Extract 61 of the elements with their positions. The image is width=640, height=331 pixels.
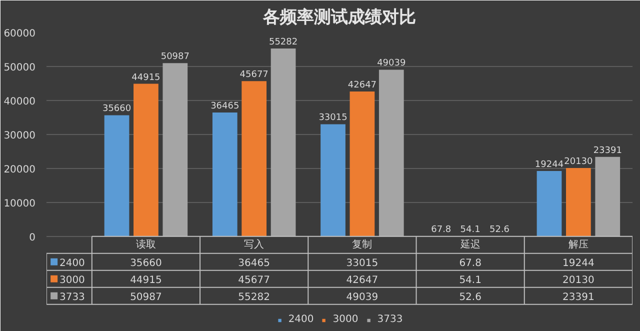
annotation: 35660 <box>102 104 132 114</box>
bar <box>270 48 296 236</box>
y-tick-label: 20000 <box>4 164 36 176</box>
bar <box>536 170 562 236</box>
data-label: 49039 <box>346 292 378 303</box>
bar <box>350 91 375 236</box>
data-label: 67.8 <box>459 258 482 269</box>
x-tick-label: 写入 <box>244 238 264 250</box>
x-tick-label: 读取 <box>136 238 156 250</box>
x-tick-label: 复制 <box>352 238 372 250</box>
legend-label: 3000 <box>59 274 85 286</box>
annotation: 33015 <box>318 113 348 124</box>
annotation: 42647 <box>348 80 377 90</box>
annotation: 55282 <box>268 38 298 48</box>
x-tick-label: 解压 <box>568 239 588 250</box>
text: 3733 <box>59 292 85 303</box>
data-label: 55282 <box>238 292 270 303</box>
y-tick-label: 40000 <box>4 96 36 108</box>
y-tick-label: 60000 <box>4 28 36 40</box>
annotation: 54.1 <box>460 225 480 236</box>
annotation: 36465 <box>210 101 240 112</box>
text: 2400 <box>288 314 314 325</box>
annotation: 23391 <box>593 146 622 156</box>
annotation: 49039 <box>377 58 406 69</box>
data-label: 35660 <box>130 258 162 269</box>
data-label: 52.6 <box>459 292 482 303</box>
annotation: 45677 <box>240 70 268 80</box>
legend-label: 3733 <box>377 314 403 325</box>
data-label: 42647 <box>346 274 378 286</box>
data-label: 20130 <box>562 274 594 286</box>
y-tick-label: 30000 <box>4 130 36 142</box>
y-tick-label: 0 <box>29 232 36 244</box>
data-label: 36465 <box>238 258 270 269</box>
bar <box>134 84 158 236</box>
bar <box>162 63 188 236</box>
bar <box>320 124 346 236</box>
chart-title: 各频率测试成绩对比 <box>262 8 416 28</box>
x-tick-label: 延迟 <box>459 238 480 250</box>
bar <box>566 168 591 236</box>
y-tick-label: 50000 <box>4 62 36 74</box>
annotation: 50987 <box>160 52 190 62</box>
annotation: 52.6 <box>489 225 510 236</box>
data-label: 54.1 <box>459 274 482 286</box>
data-label: 50987 <box>130 292 162 303</box>
data-label: 44915 <box>130 274 162 286</box>
data-label: 33015 <box>346 258 378 269</box>
annotation: 20130 <box>564 156 594 167</box>
annotation: 67.8 <box>431 225 452 236</box>
y-tick-label: 10000 <box>4 198 36 210</box>
legend-label: 2400 <box>59 258 85 269</box>
data-label: 45677 <box>238 274 270 286</box>
bar <box>212 112 238 236</box>
annotation: 44915 <box>132 72 160 83</box>
bar <box>104 115 130 236</box>
bar <box>595 156 620 236</box>
bar <box>378 70 404 236</box>
annotation: 19244 <box>534 160 564 170</box>
text: 3000 <box>332 314 358 325</box>
bar <box>242 81 267 236</box>
data-label: 23391 <box>562 292 594 303</box>
data-label: 19244 <box>562 258 594 269</box>
